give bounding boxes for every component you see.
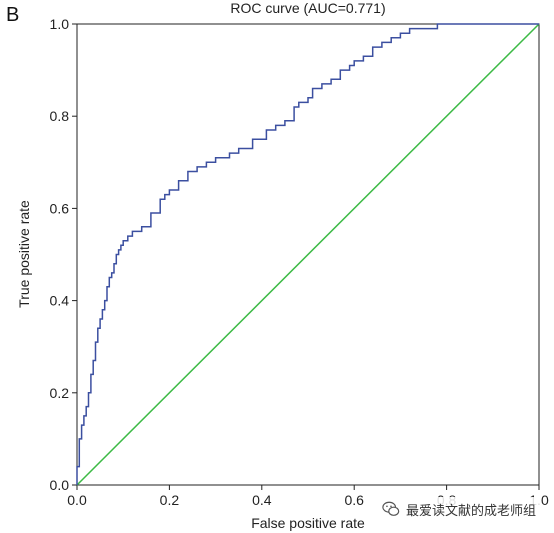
y-axis-label: True positive rate — [16, 200, 32, 308]
watermark: 最爱读文献的成老师组 — [378, 497, 541, 521]
x-tick-label: 0.0 — [67, 492, 87, 508]
y-tick-label: 1.0 — [50, 16, 70, 32]
y-tick-label: 0.0 — [50, 477, 70, 493]
panel-label: B — [6, 4, 20, 26]
x-tick-label: 0.6 — [344, 492, 364, 508]
y-tick-label: 0.2 — [50, 385, 70, 401]
x-axis-label: False positive rate — [251, 515, 365, 531]
y-tick-label: 0.8 — [50, 108, 70, 124]
plot-frame — [76, 23, 540, 486]
diagonal-reference-line — [76, 23, 540, 486]
x-tick-label: 0.4 — [252, 492, 272, 508]
y-tick-label: 0.4 — [50, 293, 70, 309]
watermark-text: 最爱读文献的成老师组 — [406, 503, 537, 519]
x-tick-label: 0.2 — [160, 492, 180, 508]
y-tick-label: 0.6 — [50, 200, 70, 216]
wechat-icon — [382, 501, 400, 516]
roc-curve-line — [76, 23, 539, 485]
chart-title: ROC curve (AUC=0.771) — [230, 0, 386, 16]
